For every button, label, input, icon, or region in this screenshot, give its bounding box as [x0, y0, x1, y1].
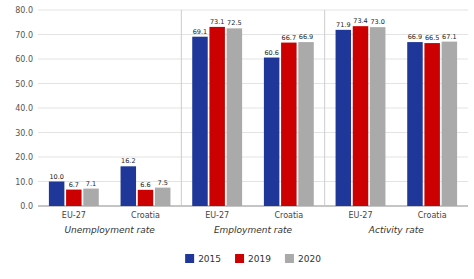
- legend-item: 2019: [235, 254, 271, 264]
- x-tick-label: EU-27: [62, 211, 86, 220]
- data-label: 6.6: [140, 181, 150, 189]
- x-tick-label: Croatia: [274, 211, 303, 220]
- data-label: 67.1: [442, 33, 456, 41]
- data-label: 73.1: [210, 18, 224, 26]
- bar: [209, 27, 224, 206]
- x-tick-label: EU-27: [205, 211, 229, 220]
- y-tick-label: 20.0: [15, 153, 33, 162]
- y-tick-label: 30.0: [15, 129, 33, 138]
- chart: 0.0 10.0 20.0 30.0 40.0 50.0 60.0 70.0 80.0 10.0 6…: [0, 0, 474, 279]
- data-labels: 10.0 6.7 7.1 16.2 6.6 7.5: [49, 157, 167, 189]
- bar: [370, 27, 385, 206]
- y-tick-label: 80.0: [15, 6, 33, 15]
- panel-separator: [181, 10, 182, 206]
- grid-line: [38, 59, 181, 60]
- data-label: 66.9: [299, 33, 313, 41]
- y-tick-label: 10.0: [15, 178, 33, 187]
- data-labels: 69.173.172.5 60.6 66.766.9: [193, 18, 314, 57]
- panel: 0.0 10.0 20.0 30.0 40.0 50.0 60.0 70.0 80.0 10.0 6…: [15, 6, 181, 235]
- bar: [138, 190, 153, 206]
- bars: [336, 26, 458, 206]
- data-labels: 71.973.473.0 66.966.567.1: [336, 17, 457, 42]
- data-label: 66.5: [425, 34, 439, 42]
- grid-line: [325, 10, 468, 11]
- legend-item: 2020: [285, 254, 321, 264]
- bar: [424, 43, 439, 206]
- panel: 71.973.473.0 66.966.567.1 EU-27 Croatia Acti…: [325, 10, 468, 235]
- data-label: 66.9: [408, 33, 422, 41]
- grid-line: [38, 108, 181, 109]
- data-label: 60.6: [264, 49, 278, 57]
- data-label: 6.7: [69, 181, 79, 189]
- data-label: 7.1: [86, 180, 96, 188]
- bar: [442, 42, 457, 206]
- data-label: 73.4: [353, 17, 367, 25]
- grid-line: [38, 132, 181, 133]
- y-tick-label: 60.0: [15, 55, 33, 64]
- legend-swatch: [235, 254, 244, 263]
- bar: [155, 188, 170, 206]
- data-label: 16.2: [121, 157, 135, 165]
- bar: [353, 26, 368, 206]
- x-axis-label: Employment rate: [214, 225, 293, 235]
- x-tick-label: EU-27: [349, 211, 373, 220]
- x-tick-label: Croatia: [418, 211, 447, 220]
- legend-label: 2019: [248, 254, 271, 264]
- bar: [121, 166, 136, 206]
- data-label: 69.1: [193, 28, 207, 36]
- data-label: 71.9: [336, 21, 350, 29]
- grid-line: [38, 83, 181, 84]
- y-tick-label: 70.0: [15, 31, 33, 40]
- x-axis-label: Unemployment rate: [65, 225, 156, 235]
- legend-swatch: [285, 254, 294, 263]
- data-label: 7.5: [158, 179, 168, 187]
- bars: [192, 27, 314, 206]
- legend-label: 2020: [298, 254, 321, 264]
- y-tick-label: 40.0: [15, 104, 33, 113]
- panel: 69.173.172.5 60.6 66.766.9 EU-27 Croatia Empl…: [181, 10, 324, 235]
- legend: 2015 2019 2020: [185, 254, 321, 264]
- data-label: 66.7: [282, 34, 296, 42]
- bar: [264, 58, 279, 206]
- panel-separator: [324, 10, 325, 206]
- data-label: 73.0: [370, 18, 384, 26]
- grid-line: [38, 34, 181, 35]
- bar: [49, 182, 64, 207]
- data-label: 72.5: [227, 19, 241, 27]
- x-tick-label: Croatia: [131, 211, 160, 220]
- bar: [407, 42, 422, 206]
- bar: [83, 189, 98, 206]
- legend-item: 2015: [185, 254, 221, 264]
- data-label: 10.0: [49, 173, 63, 181]
- bars: [49, 166, 171, 206]
- y-tick-label: 50.0: [15, 80, 33, 89]
- x-axis-label: Activity rate: [368, 225, 424, 235]
- grid-line: [38, 10, 181, 11]
- legend-swatch: [185, 254, 194, 263]
- legend-label: 2015: [198, 254, 221, 264]
- bar: [227, 28, 242, 206]
- grid-line: [181, 10, 324, 11]
- bar: [281, 43, 296, 206]
- grid-line: [38, 157, 181, 158]
- bar: [66, 190, 81, 206]
- bar: [192, 37, 207, 206]
- bar: [336, 30, 351, 206]
- y-tick-label: 0.0: [20, 202, 33, 211]
- bar: [298, 42, 313, 206]
